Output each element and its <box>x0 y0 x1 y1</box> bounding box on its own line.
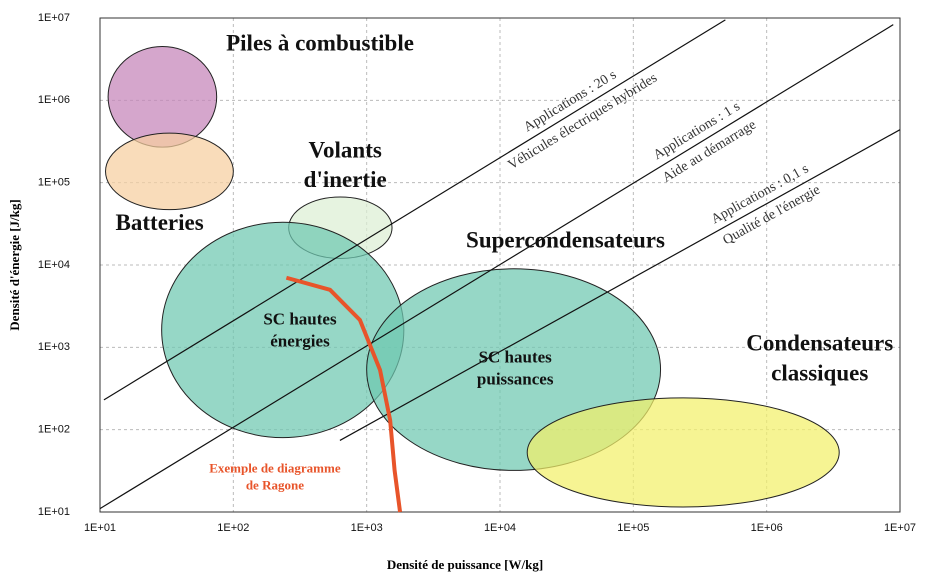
region <box>105 132 234 211</box>
y-tick-label: 1E+01 <box>38 506 70 518</box>
x-tick-label: 1E+05 <box>617 522 649 534</box>
y-tick-label: 1E+04 <box>38 259 70 271</box>
label: SC hautes <box>479 348 553 367</box>
time-line <box>339 129 901 441</box>
y-axis-title: Densité d'énergie [J/kg] <box>7 199 22 330</box>
plot-frame <box>99 17 901 513</box>
x-tick-label: 1E+07 <box>884 522 916 534</box>
region <box>107 46 218 148</box>
label: classiques <box>771 360 868 385</box>
x-axis-title: Densité de puissance [W/kg] <box>387 557 543 572</box>
label: énergies <box>270 332 330 351</box>
label: d'inertie <box>304 167 387 192</box>
x-tick-label: 1E+04 <box>484 522 516 534</box>
y-tick-label: 1E+03 <box>38 341 70 353</box>
x-tick-label: 1E+02 <box>217 522 249 534</box>
y-tick-label: 1E+06 <box>38 94 70 106</box>
x-tick-label: 1E+01 <box>84 522 116 534</box>
x-tick-label: 1E+03 <box>351 522 383 534</box>
x-tick-label: 1E+06 <box>751 522 783 534</box>
y-tick-label: 1E+02 <box>38 424 70 436</box>
label: Exemple de diagramme <box>209 460 341 475</box>
time-line <box>99 24 894 510</box>
label: Supercondensateurs <box>466 227 665 252</box>
label: Piles à combustible <box>226 30 414 55</box>
label: Volants <box>309 137 382 162</box>
region <box>161 221 405 439</box>
label: Batteries <box>116 210 204 235</box>
ragone-curve <box>285 275 403 513</box>
y-tick-label: 1E+05 <box>38 177 70 189</box>
label: puissances <box>477 370 554 389</box>
label: de Ragone <box>246 477 304 492</box>
time-line <box>103 19 726 401</box>
label: Condensateurs <box>746 330 893 355</box>
y-tick-label: 1E+07 <box>38 12 70 24</box>
region <box>526 397 840 508</box>
label: SC hautes <box>263 310 337 329</box>
